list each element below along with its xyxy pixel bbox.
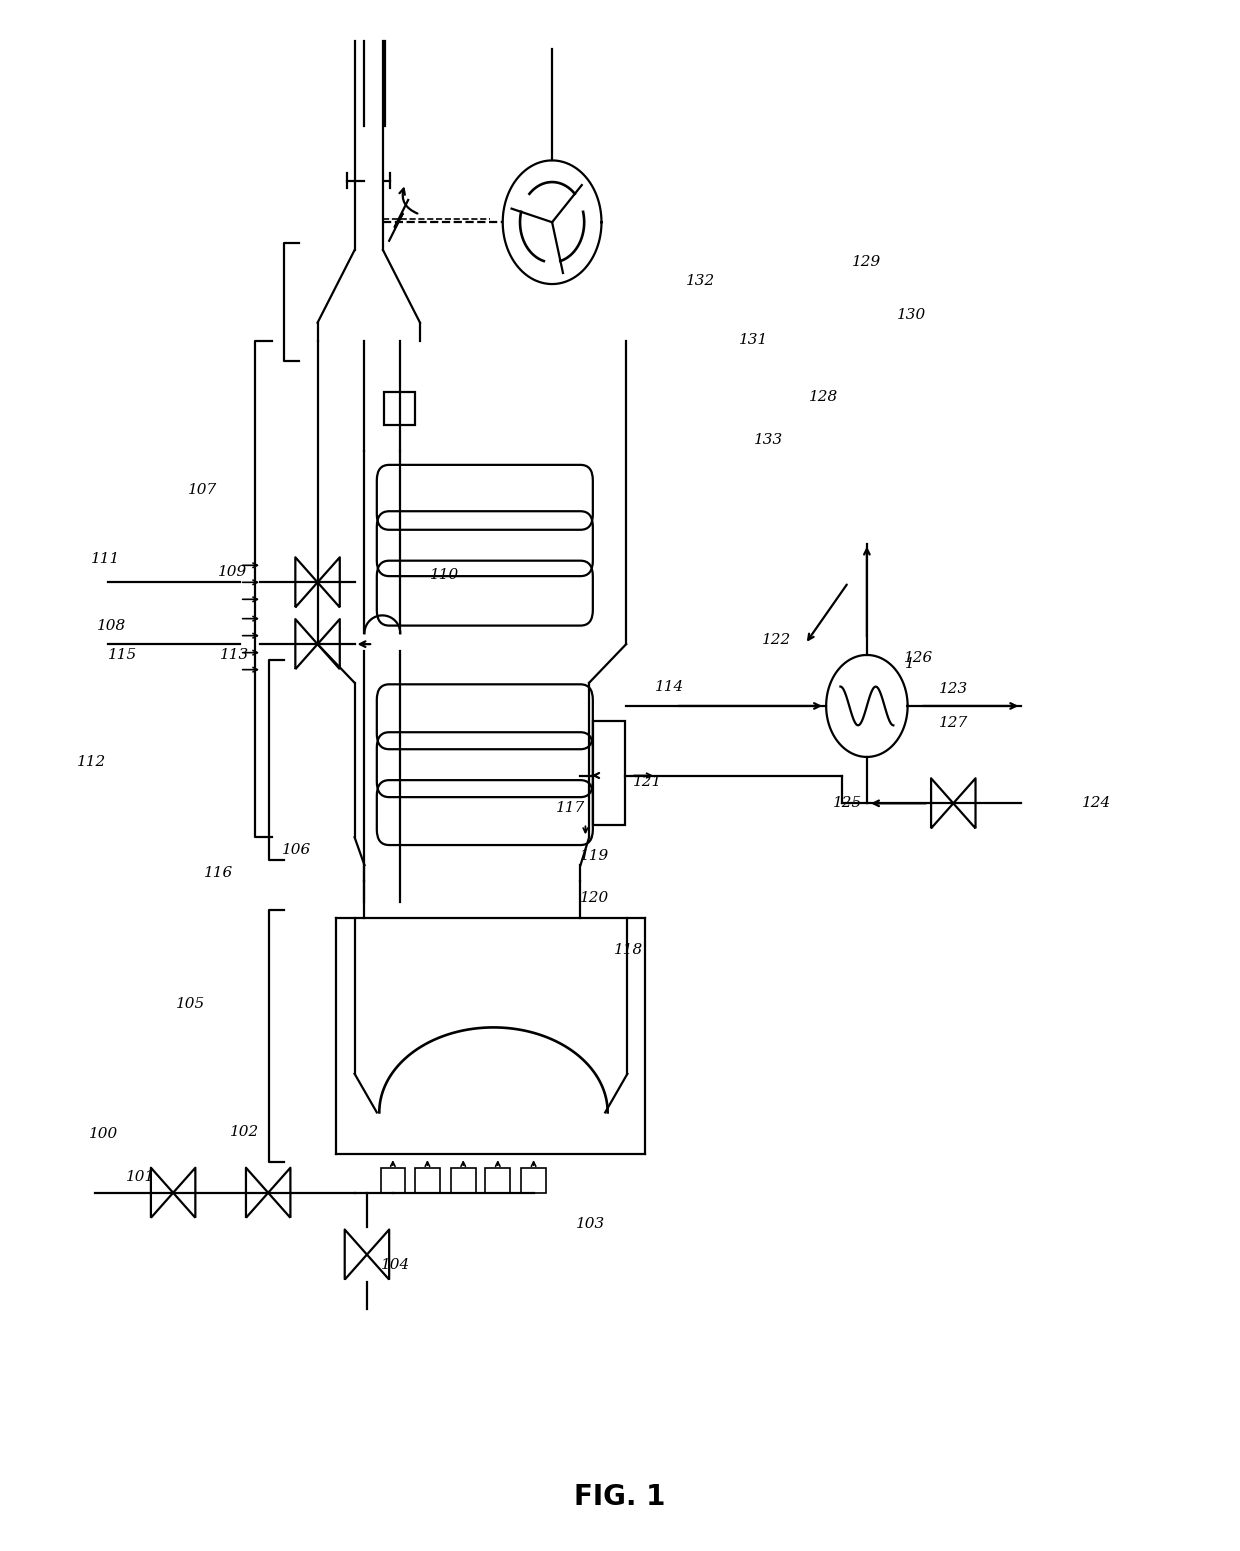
Text: 116: 116 xyxy=(205,865,233,879)
Text: 100: 100 xyxy=(89,1128,119,1142)
Text: 114: 114 xyxy=(655,681,684,695)
Text: 101: 101 xyxy=(126,1171,156,1185)
Text: 105: 105 xyxy=(176,997,205,1011)
Text: 129: 129 xyxy=(852,256,882,270)
Text: 112: 112 xyxy=(77,755,107,769)
Text: 125: 125 xyxy=(832,796,862,810)
Text: 124: 124 xyxy=(1081,796,1111,810)
Text: 115: 115 xyxy=(108,648,138,662)
Text: FIG. 1: FIG. 1 xyxy=(574,1483,666,1511)
Text: 131: 131 xyxy=(739,332,768,347)
Text: 120: 120 xyxy=(579,890,609,904)
Text: 121: 121 xyxy=(632,774,662,788)
Text: 132: 132 xyxy=(686,275,715,288)
Text: 109: 109 xyxy=(218,565,247,579)
Text: 126: 126 xyxy=(904,651,934,665)
Bar xyxy=(593,721,625,825)
Text: 133: 133 xyxy=(754,433,782,447)
Text: 107: 107 xyxy=(188,482,217,496)
Bar xyxy=(485,1168,510,1193)
Text: 128: 128 xyxy=(808,389,838,403)
Text: 122: 122 xyxy=(763,633,791,647)
Text: 108: 108 xyxy=(97,619,126,633)
Bar xyxy=(384,392,415,425)
Bar xyxy=(451,1168,476,1193)
Text: 104: 104 xyxy=(381,1258,410,1272)
Bar xyxy=(521,1168,546,1193)
Text: 1: 1 xyxy=(905,658,915,672)
Text: 110: 110 xyxy=(430,568,459,582)
Text: 102: 102 xyxy=(231,1126,259,1140)
Text: 106: 106 xyxy=(281,842,311,856)
Text: 111: 111 xyxy=(91,552,120,566)
Text: 113: 113 xyxy=(221,648,249,662)
Text: 117: 117 xyxy=(556,800,585,814)
Text: 123: 123 xyxy=(939,682,968,696)
Text: 127: 127 xyxy=(939,717,968,731)
Text: 130: 130 xyxy=(897,309,926,323)
Text: 103: 103 xyxy=(575,1216,605,1230)
Bar xyxy=(415,1168,440,1193)
Bar xyxy=(381,1168,405,1193)
Text: 119: 119 xyxy=(579,848,609,862)
Text: 118: 118 xyxy=(614,943,644,957)
